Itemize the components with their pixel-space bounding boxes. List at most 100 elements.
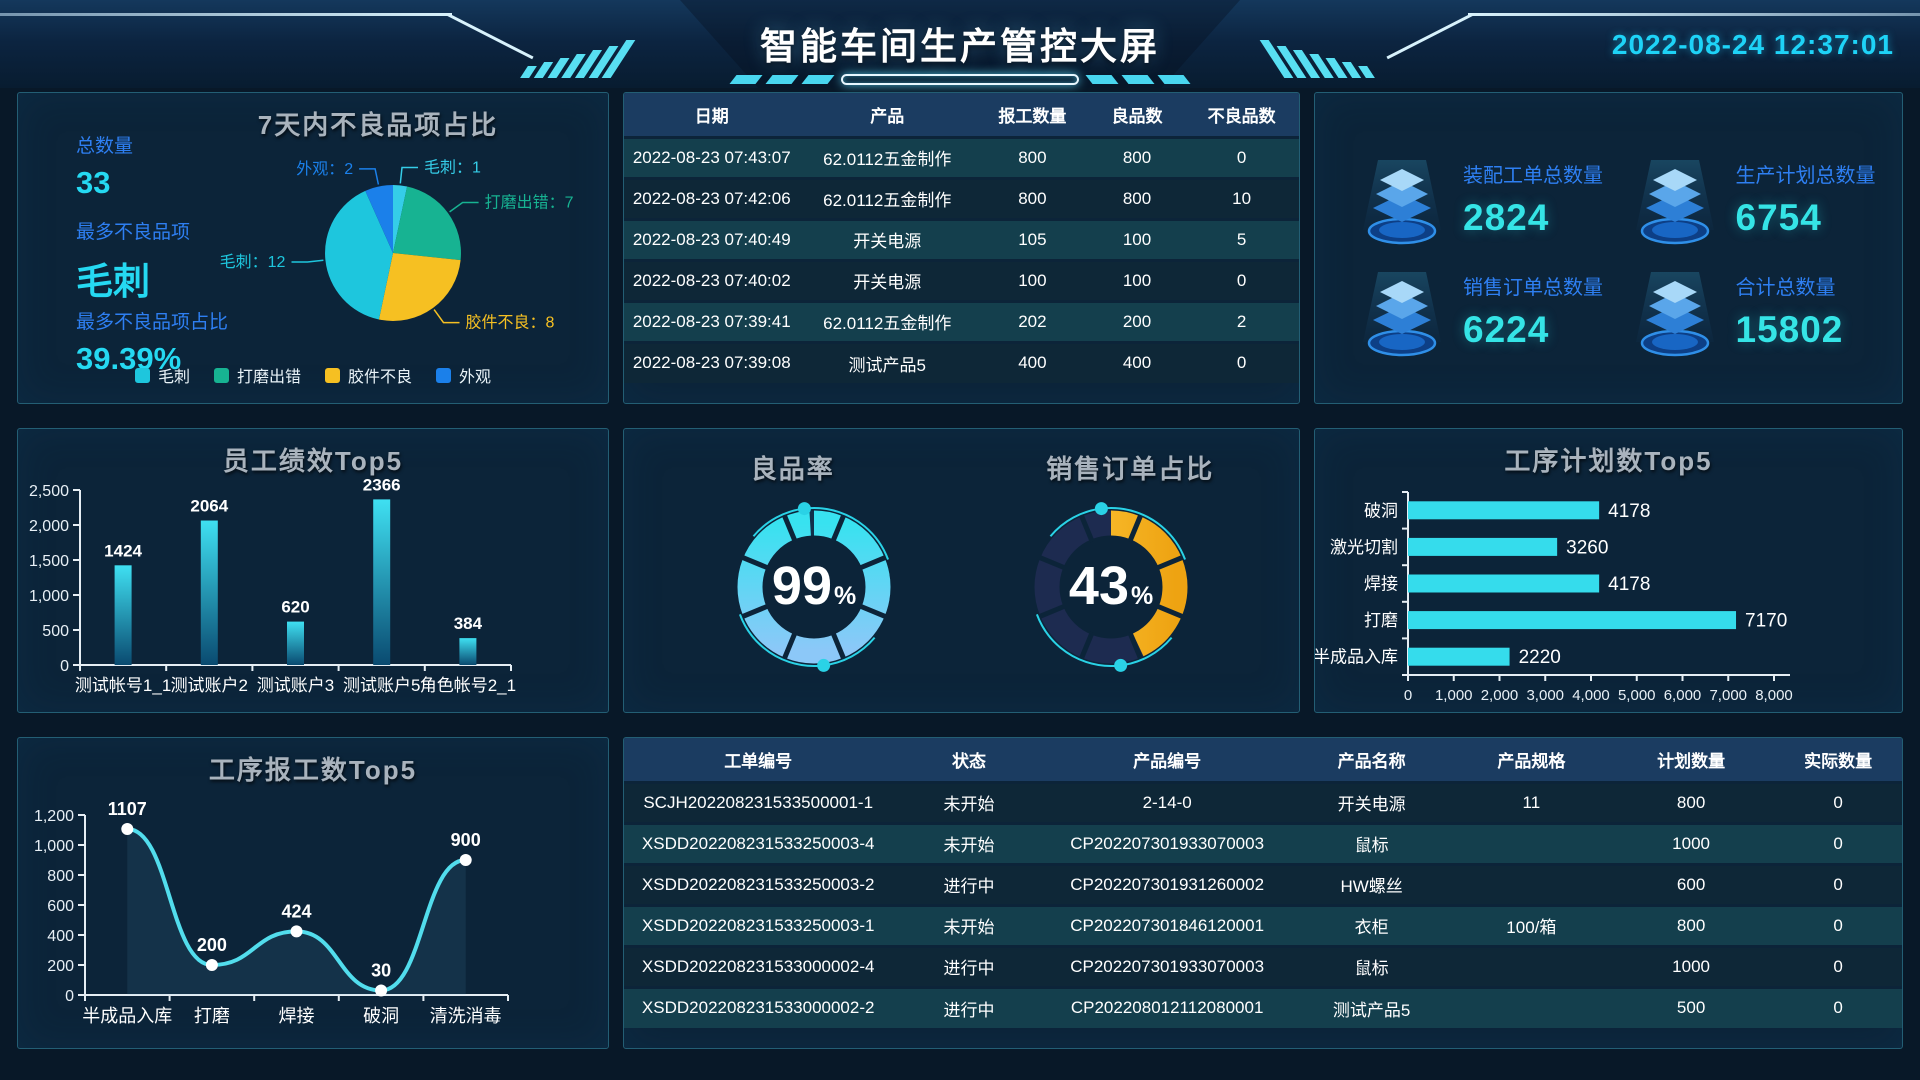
table-cell: 测试产品5 bbox=[799, 342, 975, 383]
table-cell: 62.0112五金制作 bbox=[799, 137, 975, 178]
svg-text:毛刺：12: 毛刺：12 bbox=[220, 253, 286, 271]
svg-text:1,500: 1,500 bbox=[29, 553, 69, 570]
svg-text:8,000: 8,000 bbox=[1755, 687, 1793, 704]
gauge-title-sales-ratio: 销售订单占比 bbox=[1046, 454, 1215, 484]
svg-text:43: 43 bbox=[1069, 556, 1129, 616]
table-cell: 800 bbox=[1608, 905, 1775, 946]
rate-gauges: 99% 43% bbox=[624, 429, 1299, 712]
stat-card-sales-orders: 销售订单总数量 6224 bbox=[1355, 255, 1606, 367]
table-cell: 0 bbox=[1184, 137, 1299, 178]
process-plan-bar-chart: 0 1,000 2,000 3,000 4,000 5,000 6,000 7,000 8,00… bbox=[1315, 474, 1902, 709]
stat-card-assembly-orders: 装配工单总数量 2824 bbox=[1355, 143, 1606, 255]
card-value: 6754 bbox=[1735, 197, 1822, 238]
table-cell bbox=[1454, 823, 1609, 864]
table-row: XSDD202208231533000002-2 进行中 CP20220801211… bbox=[624, 987, 1902, 1028]
table-cell: 0 bbox=[1184, 260, 1299, 301]
svg-text:1424: 1424 bbox=[104, 541, 142, 560]
svg-text:打磨出错：7: 打磨出错：7 bbox=[485, 193, 574, 211]
table-row: XSDD202208231533000002-4 进行中 CP20220730193… bbox=[624, 946, 1902, 987]
table-cell: 100/箱 bbox=[1454, 905, 1609, 946]
table-cell: 400 bbox=[1089, 342, 1185, 383]
legend-label: 打磨出错 bbox=[236, 369, 301, 386]
table-cell: 800 bbox=[1089, 137, 1185, 178]
panel-defect-ratio: 7天内不良品项占比 总数量 33 最多不良品项 毛刺 最多不良品项占比 39.3… bbox=[17, 92, 609, 404]
table-cell: 测试产品5 bbox=[1288, 987, 1455, 1028]
stat-label: 最多不良品项 bbox=[76, 222, 191, 243]
svg-text:99: 99 bbox=[772, 556, 832, 616]
table-cell: 未开始 bbox=[892, 782, 1046, 823]
table-cell: 100 bbox=[1089, 260, 1185, 301]
column-header: 实际数量 bbox=[1774, 738, 1902, 782]
legend-swatch bbox=[436, 367, 452, 383]
layers-icon bbox=[1628, 150, 1722, 248]
svg-text:1,000: 1,000 bbox=[29, 588, 69, 605]
table-cell: 100 bbox=[975, 260, 1090, 301]
table-cell: 0 bbox=[1774, 987, 1902, 1028]
card-label: 销售订单总数量 bbox=[1463, 277, 1603, 299]
table-row: 2022-08-23 07:39:41 62.0112五金制作 202 200 2 bbox=[624, 301, 1299, 342]
stat-value: 33 bbox=[76, 165, 111, 200]
column-header: 工单编号 bbox=[624, 738, 893, 782]
svg-text:400: 400 bbox=[47, 928, 74, 945]
table-cell: HW螺丝 bbox=[1288, 864, 1455, 905]
legend-swatch bbox=[134, 367, 150, 383]
table-cell: 鼠标 bbox=[1288, 823, 1455, 864]
table-cell: 5 bbox=[1184, 219, 1299, 260]
table-cell: 1000 bbox=[1608, 823, 1775, 864]
svg-text:测试账户3: 测试账户3 bbox=[257, 676, 334, 695]
dash-icon bbox=[801, 75, 835, 84]
table-cell: 400 bbox=[975, 342, 1090, 383]
svg-text:角色帐号2_1: 角色帐号2_1 bbox=[420, 676, 516, 695]
table-cell: 62.0112五金制作 bbox=[799, 301, 975, 342]
column-header: 良品数 bbox=[1089, 93, 1185, 137]
table-cell: 未开始 bbox=[892, 905, 1046, 946]
table-cell: 202 bbox=[975, 301, 1090, 342]
card-value: 15802 bbox=[1735, 309, 1844, 350]
header-bottom-decoration bbox=[729, 74, 1191, 85]
card-label: 生产计划总数量 bbox=[1735, 165, 1876, 187]
stat-top-defect: 最多不良品项 毛刺 bbox=[76, 217, 190, 305]
table-cell bbox=[1454, 987, 1609, 1028]
stat-cards: 装配工单总数量 2824 生产计划总数量 6754 销售订单总数量 6224 bbox=[1315, 93, 1902, 403]
svg-text:2064: 2064 bbox=[190, 497, 228, 516]
panel-title: 工序计划数Top5 bbox=[1504, 446, 1713, 476]
table-cell: 800 bbox=[975, 137, 1090, 178]
table-cell: 500 bbox=[1608, 987, 1775, 1028]
header: 智能车间生产管控大屏 2022-08-24 12:37:01 bbox=[0, 0, 1920, 88]
panel-rate-gauges: 良品率 销售订单占比 99% 43% bbox=[623, 428, 1300, 713]
table-cell: CP202207301933070003 bbox=[1045, 946, 1289, 987]
panel-report-table: 日期 产品 报工数量 良品数 不良品数 2022-08-23 07:43:07 62.011… bbox=[623, 92, 1300, 404]
svg-text:7170: 7170 bbox=[1745, 611, 1787, 632]
svg-text:7,000: 7,000 bbox=[1709, 687, 1747, 704]
table-cell: CP202207301846120001 bbox=[1045, 905, 1289, 946]
table-cell: CP202208012112080001 bbox=[1045, 987, 1289, 1028]
card-label: 合计总数量 bbox=[1735, 277, 1836, 299]
header-center-decoration bbox=[680, 0, 1240, 88]
table-cell: CP202207301931260002 bbox=[1045, 864, 1289, 905]
svg-text:测试帐号1_1: 测试帐号1_1 bbox=[75, 676, 171, 695]
header-line-left bbox=[0, 13, 452, 16]
svg-text:0: 0 bbox=[60, 658, 69, 675]
table-cell: 开关电源 bbox=[799, 219, 975, 260]
legend-item: 毛刺 bbox=[134, 363, 190, 387]
table-cell: 800 bbox=[1608, 782, 1775, 823]
table-row: 2022-08-23 07:42:06 62.0112五金制作 800 800 10 bbox=[624, 178, 1299, 219]
svg-text:3260: 3260 bbox=[1566, 537, 1608, 558]
process-report-line-chart: 0 200 400 600 800 1,000 1,200 1107 半成品入库 200 打磨 424… bbox=[18, 788, 608, 1048]
svg-text:2,000: 2,000 bbox=[1481, 687, 1519, 704]
svg-text:2366: 2366 bbox=[363, 475, 401, 494]
stat-label: 最多不良品项占比 bbox=[76, 312, 229, 333]
table-cell: 2022-08-23 07:42:06 bbox=[624, 178, 800, 219]
svg-text:打磨: 打磨 bbox=[194, 1006, 230, 1026]
svg-text:200: 200 bbox=[47, 958, 74, 975]
svg-text:620: 620 bbox=[281, 598, 309, 617]
table-cell: 2022-08-23 07:40:02 bbox=[624, 260, 800, 301]
table-row: SCJH202208231533500001-1 未开始 2-14-0 开关电源 11 8… bbox=[624, 782, 1902, 823]
svg-text:破洞: 破洞 bbox=[363, 1006, 399, 1026]
svg-text:2,000: 2,000 bbox=[29, 518, 69, 535]
svg-text:测试账户5: 测试账户5 bbox=[343, 676, 420, 695]
legend-item: 打磨出错 bbox=[213, 363, 301, 387]
stat-value: 39.39% bbox=[76, 341, 182, 376]
defect-pie-chart: 毛刺：1 打磨出错：7 胶件不良：8 毛刺：12 外观：2 bbox=[213, 125, 608, 375]
panel-title: 员工绩效Top5 bbox=[222, 446, 404, 476]
